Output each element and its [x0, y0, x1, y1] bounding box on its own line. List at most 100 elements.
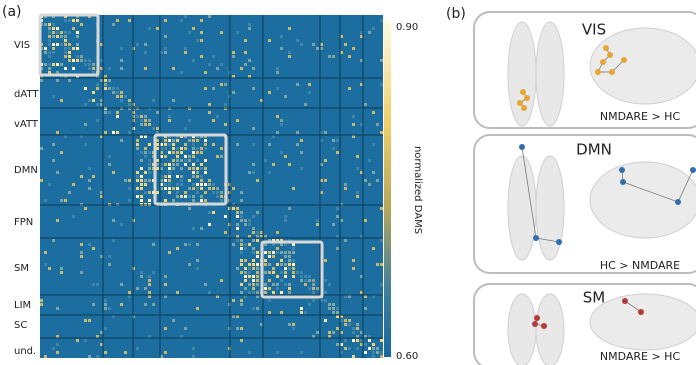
- matrix-cell: [296, 131, 299, 134]
- matrix-cell: [224, 103, 227, 106]
- matrix-cell: [168, 171, 171, 174]
- matrix-cell: [184, 163, 187, 166]
- matrix-cell: [244, 243, 247, 246]
- matrix-cell: [316, 219, 319, 222]
- matrix-cell: [280, 47, 283, 50]
- matrix-cell: [144, 51, 147, 54]
- matrix-cell: [48, 27, 51, 30]
- matrix-cell: [212, 87, 215, 90]
- matrix-cell: [164, 47, 167, 50]
- matrix-cell: [148, 27, 151, 30]
- matrix-cell: [240, 219, 243, 222]
- matrix-cell: [248, 243, 251, 246]
- matrix-cell: [356, 327, 359, 330]
- matrix-cell: [240, 243, 243, 246]
- matrix-cell: [164, 183, 167, 186]
- matrix-cell: [276, 87, 279, 90]
- matrix-cell: [136, 195, 139, 198]
- matrix-cell: [72, 19, 75, 22]
- matrix-cell: [248, 351, 251, 354]
- matrix-cell: [48, 267, 51, 270]
- matrix-cell: [168, 119, 171, 122]
- contrast-label: NMDARE > HC: [600, 350, 681, 363]
- matrix-cell: [284, 155, 287, 158]
- matrix-cell: [192, 199, 195, 202]
- node: [638, 309, 644, 315]
- matrix-cell: [336, 207, 339, 210]
- matrix-cell: [284, 95, 287, 98]
- matrix-cell: [64, 55, 67, 58]
- matrix-cell: [180, 151, 183, 154]
- brain-top-left: [508, 22, 536, 126]
- matrix-cell: [352, 355, 355, 358]
- matrix-cell: [188, 187, 191, 190]
- matrix-cell: [192, 175, 195, 178]
- matrix-cell: [140, 119, 143, 122]
- matrix-cell: [40, 179, 43, 182]
- matrix-cell: [44, 51, 47, 54]
- matrix-cell: [216, 195, 219, 198]
- matrix-cell: [236, 211, 239, 214]
- matrix-cell: [344, 347, 347, 350]
- matrix-cell: [224, 215, 227, 218]
- matrix-cell: [256, 239, 259, 242]
- matrix-cell: [256, 255, 259, 258]
- matrix-cell: [148, 123, 151, 126]
- matrix-cell: [44, 23, 47, 26]
- matrix-cell: [148, 179, 151, 182]
- matrix-cell: [188, 263, 191, 266]
- matrix-cell: [80, 271, 83, 274]
- matrix-cell: [104, 111, 107, 114]
- matrix-cell: [68, 47, 71, 50]
- matrix-cell: [380, 131, 383, 134]
- matrix-cell: [88, 179, 91, 182]
- matrix-cell: [140, 195, 143, 198]
- matrix-cell: [52, 43, 55, 46]
- matrix-cell: [200, 147, 203, 150]
- matrix-cell: [88, 167, 91, 170]
- matrix-cell: [64, 31, 67, 34]
- matrix-cell: [204, 71, 207, 74]
- matrix-cell: [204, 191, 207, 194]
- matrix-cell: [196, 139, 199, 142]
- brain-top-right: [536, 22, 564, 126]
- node: [600, 59, 606, 65]
- matrix-cell: [164, 143, 167, 146]
- matrix-cell: [248, 59, 251, 62]
- colorbar-max: 0.90: [396, 22, 418, 33]
- matrix-cell: [164, 139, 167, 142]
- node: [609, 69, 615, 75]
- matrix-cell: [136, 175, 139, 178]
- matrix-cell: [172, 163, 175, 166]
- matrix-cell: [192, 147, 195, 150]
- matrix-cell: [252, 267, 255, 270]
- matrix-cell: [64, 199, 67, 202]
- matrix-cell: [328, 55, 331, 58]
- network-label: dATT: [14, 89, 39, 100]
- matrix-cell: [348, 55, 351, 58]
- matrix-cell: [376, 179, 379, 182]
- network-title: DMN: [576, 141, 612, 159]
- matrix-cell: [244, 271, 247, 274]
- matrix-cell: [96, 87, 99, 90]
- matrix-cell: [208, 103, 211, 106]
- matrix-cell: [60, 43, 63, 46]
- node: [690, 167, 696, 173]
- network-label: SC: [14, 320, 27, 331]
- matrix-cell: [60, 151, 63, 154]
- node: [541, 323, 547, 329]
- matrix-cell: [324, 299, 327, 302]
- matrix-cell: [76, 35, 79, 38]
- matrix-cell: [216, 155, 219, 158]
- matrix-cell: [188, 139, 191, 142]
- matrix-cell: [240, 291, 243, 294]
- matrix-cell: [256, 211, 259, 214]
- matrix-cell: [236, 267, 239, 270]
- matrix-cell: [112, 23, 115, 26]
- matrix-cell: [168, 191, 171, 194]
- matrix-cell: [104, 327, 107, 330]
- matrix-cell: [288, 27, 291, 30]
- matrix-cell: [308, 91, 311, 94]
- matrix-cell: [84, 63, 87, 66]
- matrix-cell: [164, 187, 167, 190]
